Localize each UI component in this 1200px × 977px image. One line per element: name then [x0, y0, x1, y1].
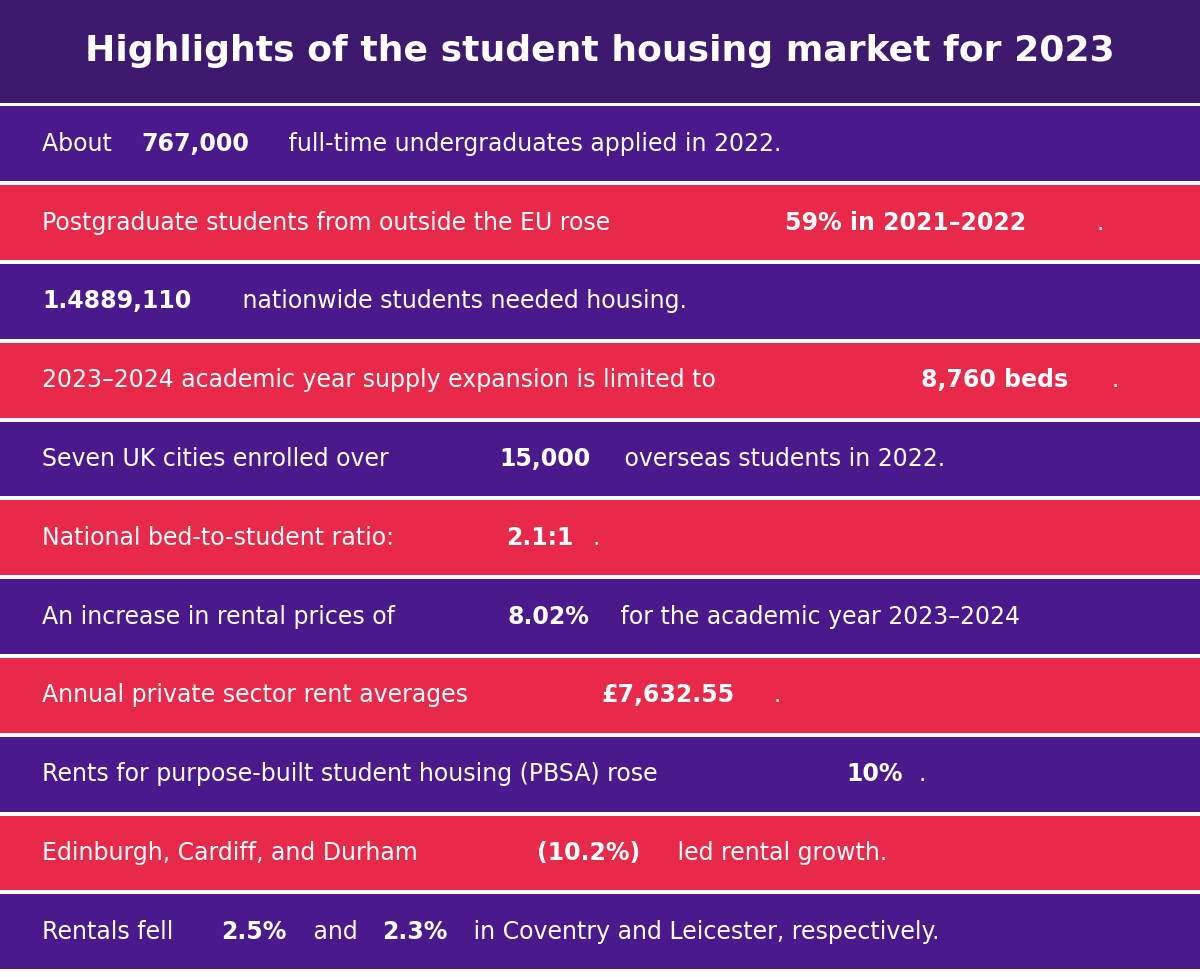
- FancyBboxPatch shape: [0, 343, 1200, 418]
- FancyBboxPatch shape: [0, 816, 1200, 890]
- FancyBboxPatch shape: [0, 894, 1200, 969]
- Text: 2023–2024 academic year supply expansion is limited to: 2023–2024 academic year supply expansion…: [42, 368, 724, 393]
- Text: 2.1:1: 2.1:1: [506, 526, 574, 550]
- FancyBboxPatch shape: [0, 500, 1200, 575]
- Text: 2.5%: 2.5%: [221, 919, 287, 944]
- Text: 8,760 beds: 8,760 beds: [922, 368, 1068, 393]
- Text: 10%: 10%: [846, 762, 902, 786]
- Text: Postgraduate students from outside the EU rose: Postgraduate students from outside the E…: [42, 211, 618, 234]
- Text: 15,000: 15,000: [499, 447, 590, 471]
- FancyBboxPatch shape: [0, 106, 1200, 182]
- Text: nationwide students needed housing.: nationwide students needed housing.: [234, 289, 686, 314]
- Text: Rentals fell: Rentals fell: [42, 919, 181, 944]
- Text: .: .: [919, 762, 926, 786]
- Text: .: .: [1096, 211, 1104, 234]
- Text: An increase in rental prices of: An increase in rental prices of: [42, 605, 402, 628]
- Text: 8.02%: 8.02%: [508, 605, 589, 628]
- Text: (10.2%): (10.2%): [536, 841, 640, 865]
- FancyBboxPatch shape: [0, 186, 1200, 260]
- Text: full-time undergraduates applied in 2022.: full-time undergraduates applied in 2022…: [281, 132, 781, 156]
- Text: Highlights of the student housing market for 2023: Highlights of the student housing market…: [85, 34, 1115, 68]
- Text: led rental growth.: led rental growth.: [670, 841, 887, 865]
- Text: 767,000: 767,000: [142, 132, 250, 156]
- Text: £7,632.55: £7,632.55: [601, 683, 734, 707]
- Text: 1.4889,110: 1.4889,110: [42, 289, 191, 314]
- Text: and: and: [306, 919, 365, 944]
- FancyBboxPatch shape: [0, 737, 1200, 812]
- FancyBboxPatch shape: [0, 579, 1200, 654]
- Text: for the academic year 2023–2024: for the academic year 2023–2024: [613, 605, 1020, 628]
- Text: 59% in 2021–2022: 59% in 2021–2022: [785, 211, 1026, 234]
- Text: .: .: [1111, 368, 1118, 393]
- Text: Edinburgh, Cardiff, and Durham: Edinburgh, Cardiff, and Durham: [42, 841, 425, 865]
- Text: 2.3%: 2.3%: [382, 919, 448, 944]
- FancyBboxPatch shape: [0, 0, 1200, 103]
- FancyBboxPatch shape: [0, 422, 1200, 496]
- FancyBboxPatch shape: [0, 658, 1200, 733]
- Text: .: .: [593, 526, 600, 550]
- Text: About: About: [42, 132, 119, 156]
- FancyBboxPatch shape: [0, 264, 1200, 339]
- Text: Rents for purpose-built student housing (PBSA) rose: Rents for purpose-built student housing …: [42, 762, 665, 786]
- Text: Seven UK cities enrolled over: Seven UK cities enrolled over: [42, 447, 396, 471]
- Text: Annual private sector rent averages: Annual private sector rent averages: [42, 683, 475, 707]
- Text: National bed-to-student ratio:: National bed-to-student ratio:: [42, 526, 402, 550]
- Text: in Coventry and Leicester, respectively.: in Coventry and Leicester, respectively.: [467, 919, 940, 944]
- Text: overseas students in 2022.: overseas students in 2022.: [617, 447, 944, 471]
- Text: .: .: [773, 683, 780, 707]
